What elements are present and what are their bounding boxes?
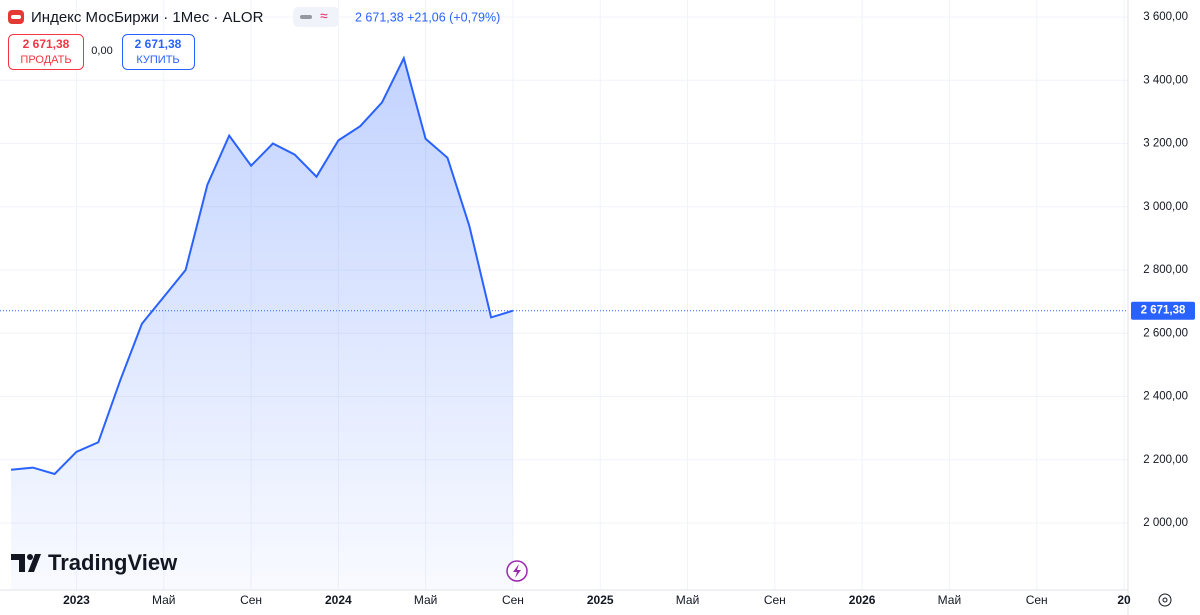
y-tick-label: 2 400,00 bbox=[1143, 391, 1188, 403]
logo bbox=[11, 15, 21, 19]
x-tick-label: Сен bbox=[502, 593, 524, 607]
settings-icon bbox=[1162, 597, 1168, 603]
sell-label: ПРОДАТЬ bbox=[20, 54, 71, 66]
toggle-icon bbox=[300, 15, 312, 19]
toggle-icon: ≈ bbox=[320, 8, 328, 24]
y-tick-label: 3 200,00 bbox=[1143, 138, 1188, 150]
last-price-badge bbox=[1131, 301, 1195, 320]
axes: 2 000,00 2 200,00 2 400,00 2 600,00 2 800,00… bbox=[63, 11, 1195, 607]
y-tick-label: 3 400,00 bbox=[1143, 74, 1188, 86]
sell-price: 2 671,38 bbox=[23, 37, 70, 51]
x-tick-label: 2026 bbox=[849, 593, 876, 607]
last-price-label: 2 671,38 bbox=[1141, 305, 1186, 317]
x-tick-label: Сен bbox=[240, 593, 262, 607]
brand-icon bbox=[27, 554, 33, 560]
spread: 0,00 bbox=[91, 45, 112, 57]
toggle[interactable] bbox=[293, 7, 339, 27]
buy-button[interactable] bbox=[122, 34, 195, 70]
x-tick-label: Май bbox=[676, 593, 700, 607]
y-tick-label: 3 600,00 bbox=[1143, 11, 1188, 23]
settings-icon[interactable] bbox=[1158, 593, 1172, 607]
x-tick-label: Май bbox=[152, 593, 176, 607]
plot bbox=[0, 55, 1128, 590]
x-tick-label: Май bbox=[938, 593, 962, 607]
y-tick-label: 2 800,00 bbox=[1143, 264, 1188, 276]
area-fill bbox=[11, 58, 513, 590]
x-tick-label: Сен bbox=[1026, 593, 1048, 607]
x-tick-label: Май bbox=[414, 593, 438, 607]
x-tick-label: 20 bbox=[1117, 593, 1131, 607]
brand: TradingView bbox=[48, 550, 178, 575]
x-tick-label: 2023 bbox=[63, 593, 90, 607]
y-tick-label: 3 000,00 bbox=[1143, 201, 1188, 213]
x-tick-label: 2025 bbox=[587, 593, 614, 607]
y-tick-label: 2 000,00 bbox=[1143, 517, 1188, 529]
y-tick-label: 2 600,00 bbox=[1143, 327, 1188, 339]
buy-label: КУПИТЬ bbox=[136, 54, 179, 66]
buy-price: 2 671,38 bbox=[135, 37, 182, 51]
y-tick-label: 2 200,00 bbox=[1143, 454, 1188, 466]
symbol-title: Индекс МосБиржи · 1Мес · ALOR bbox=[31, 9, 264, 26]
quote: 2 671,38 +21,06 (+0,79%) bbox=[355, 10, 500, 24]
brand-icon bbox=[11, 554, 41, 572]
x-tick-label: Сен bbox=[764, 593, 786, 607]
event-icon bbox=[513, 564, 521, 578]
sell-button[interactable] bbox=[8, 34, 84, 70]
x-tick-label: 2024 bbox=[325, 593, 352, 607]
price-line bbox=[10, 55, 514, 476]
